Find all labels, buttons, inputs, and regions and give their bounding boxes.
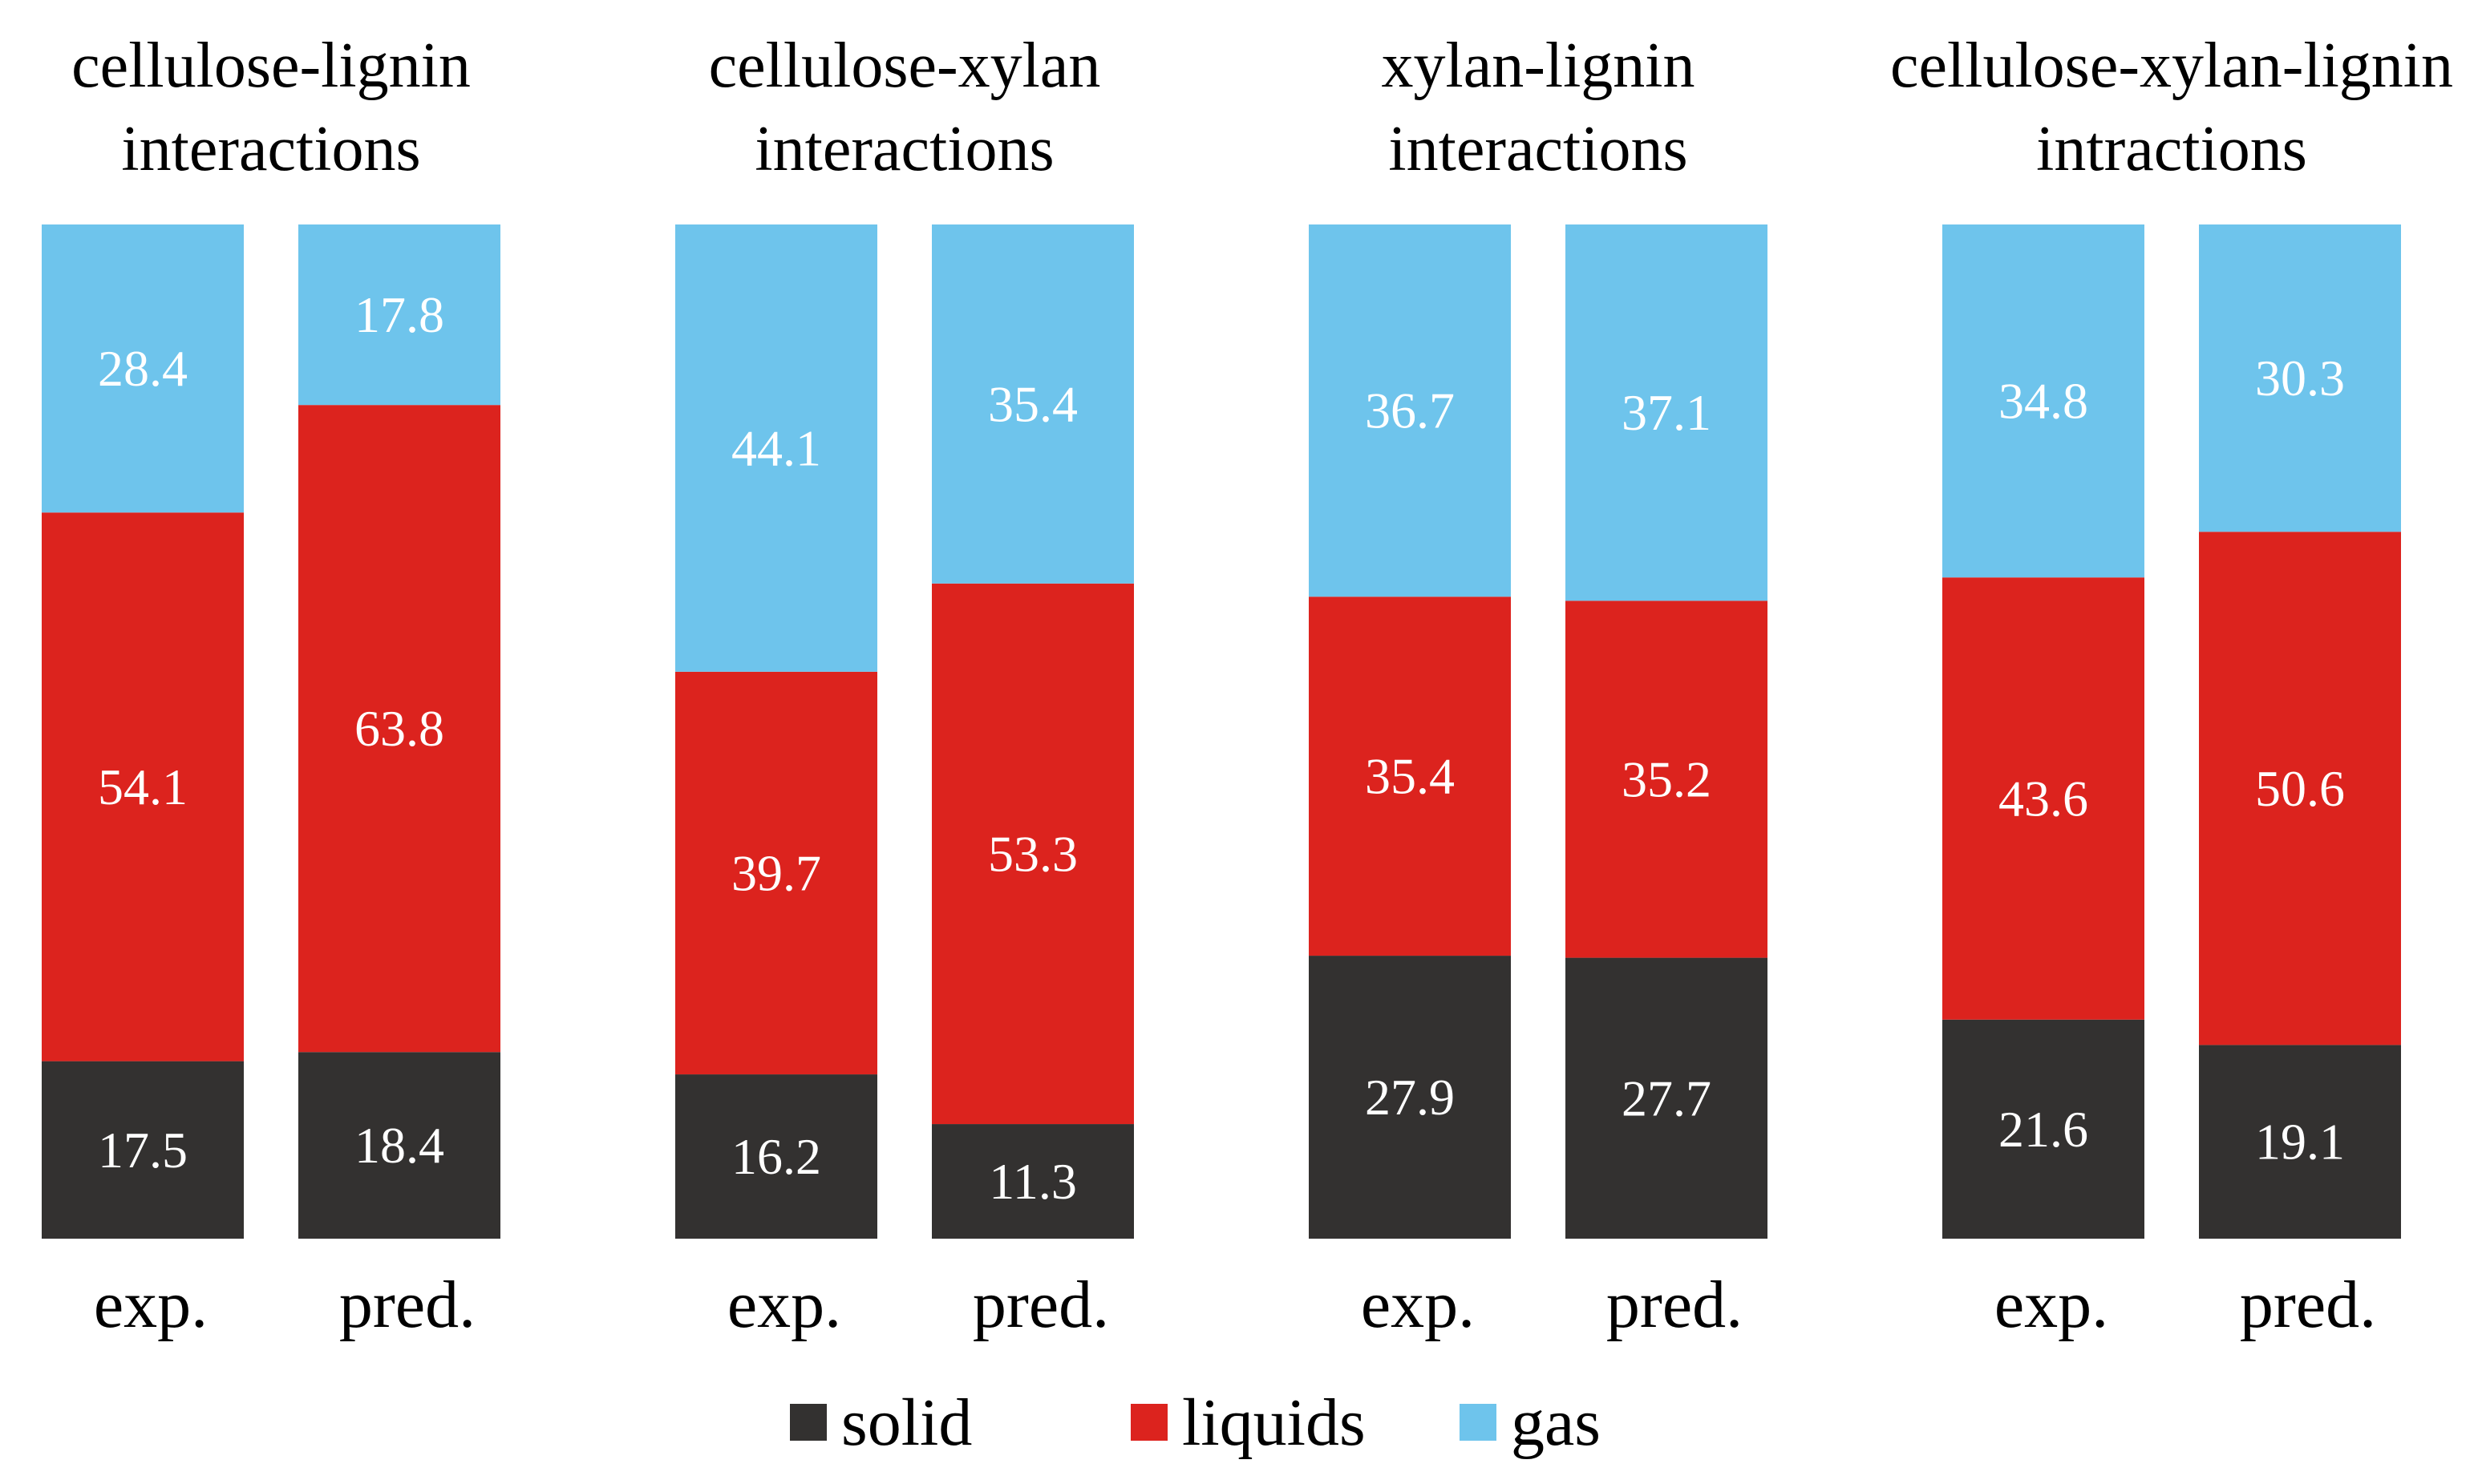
data-label-gas: 44.1 (731, 419, 821, 476)
data-label-gas: 37.1 (1622, 384, 1711, 441)
group-title-line: xylan-lignin (1381, 30, 1695, 101)
bar-segment-liquids (1309, 596, 1511, 956)
data-label-gas: 35.4 (988, 375, 1078, 432)
bar-segment-liquids (298, 405, 500, 1053)
data-label-solid: 27.7 (1622, 1070, 1711, 1126)
data-label-gas: 17.8 (354, 286, 444, 343)
category-label: pred. (339, 1268, 476, 1342)
bar-segment-solid (1942, 1019, 2144, 1239)
legend-label-solid: solid (841, 1385, 972, 1460)
bar-segment-solid (1309, 956, 1511, 1239)
bar-segment-solid (675, 1074, 877, 1239)
bar-segment-solid (2199, 1045, 2401, 1239)
legend-swatch-liquids (1131, 1404, 1168, 1441)
bar-segment-liquids (675, 671, 877, 1075)
category-label: pred. (1606, 1268, 1743, 1342)
data-label-gas: 28.4 (98, 340, 188, 397)
bar-segment-liquids (42, 512, 244, 1061)
data-label-solid: 16.2 (731, 1128, 821, 1185)
data-label-gas: 36.7 (1365, 382, 1455, 439)
legend-swatch-solid (790, 1404, 827, 1441)
group-title-line: intractions (2036, 114, 2307, 184)
bar-segment-gas (2199, 224, 2401, 532)
bar-segment-gas (1942, 224, 2144, 578)
group-title-line: cellulose-lignin (71, 30, 471, 101)
data-label-solid: 11.3 (989, 1153, 1077, 1210)
bar-segment-liquids (932, 583, 1134, 1125)
bar-segment-liquids (2199, 532, 2401, 1045)
category-label: pred. (973, 1268, 1109, 1342)
category-label: exp. (727, 1268, 841, 1342)
bar-segment-solid (42, 1061, 244, 1239)
data-label-solid: 19.1 (2255, 1114, 2345, 1171)
bar-segment-solid (298, 1052, 500, 1239)
bar-segment-liquids (1565, 600, 1767, 958)
group-title-line: interactions (1388, 114, 1687, 184)
legend-label-liquids: liquids (1182, 1385, 1366, 1460)
bar-segment-gas (42, 224, 244, 513)
data-label-solid: 17.5 (98, 1122, 188, 1179)
bar-segment-solid (932, 1124, 1134, 1239)
bar-segment-gas (298, 224, 500, 406)
data-label-liquids: 43.6 (1998, 770, 2088, 827)
bar-segment-liquids (1942, 577, 2144, 1020)
category-label: exp. (1361, 1268, 1475, 1342)
legend-swatch-gas (1460, 1404, 1496, 1441)
group-title-line: cellulose-xylan (709, 30, 1101, 101)
group-title-line: interactions (121, 114, 420, 184)
data-label-gas: 34.8 (1998, 373, 2088, 430)
data-label-liquids: 39.7 (731, 844, 821, 901)
category-label: exp. (1994, 1268, 2108, 1342)
data-label-liquids: 54.1 (98, 758, 188, 815)
bar-segment-gas (932, 224, 1134, 584)
data-label-liquids: 50.6 (2255, 760, 2345, 817)
data-label-solid: 27.9 (1365, 1069, 1455, 1126)
data-label-liquids: 35.4 (1365, 748, 1455, 805)
bar-segment-solid (1565, 957, 1767, 1239)
data-label-solid: 21.6 (1998, 1101, 2088, 1158)
bar-segment-gas (1565, 224, 1767, 601)
legend-label-gas: gas (1511, 1385, 1601, 1460)
bar-segment-gas (1309, 224, 1511, 597)
group-title-line: interactions (755, 114, 1054, 184)
data-label-liquids: 35.2 (1622, 750, 1711, 807)
data-label-liquids: 53.3 (988, 825, 1078, 882)
bar-segment-gas (675, 224, 877, 672)
category-label: exp. (94, 1268, 208, 1342)
group-title-line: cellulose-xylan-lignin (1890, 30, 2453, 101)
category-label: pred. (2240, 1268, 2376, 1342)
data-label-gas: 30.3 (2255, 350, 2345, 406)
data-label-solid: 18.4 (354, 1117, 444, 1174)
data-label-liquids: 63.8 (354, 700, 444, 757)
